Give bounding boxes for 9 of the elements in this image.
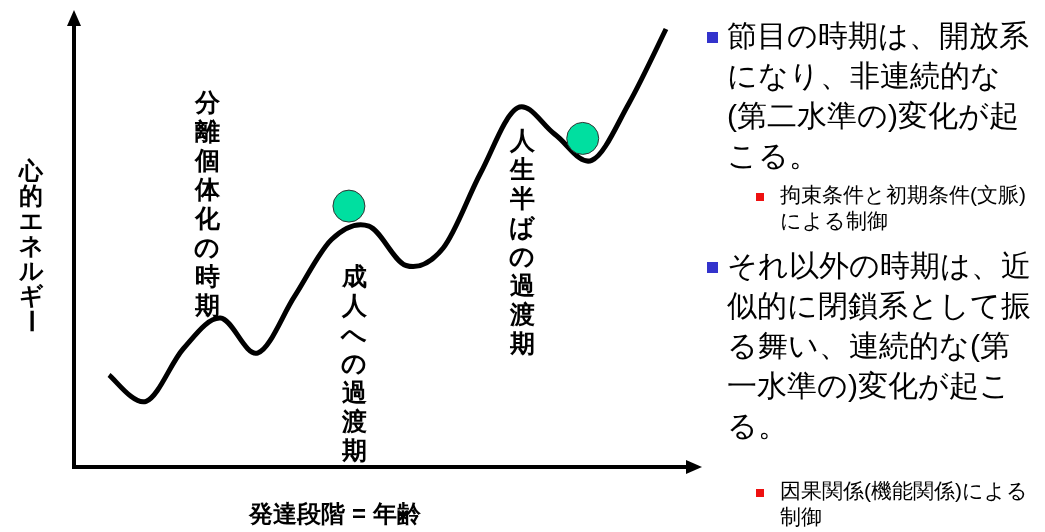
text: 節目の時期は、開放系になり、非連続的な(第二水準の)変化が起こる。 <box>727 18 1030 174</box>
text: 因果関係(機能関係)による制御 <box>780 478 1029 530</box>
annotation: 分離個体化の時期 <box>193 88 221 320</box>
y-axis-title: 心的エネルギー <box>16 157 46 335</box>
text: それ以外の時期は、近似的に閉鎖系として振る舞い、連続的な(第一水準の)変化が起こる。 <box>727 248 1032 444</box>
annotation: 成人への過渡期 <box>339 262 368 465</box>
x-axis-title: 発達段階 = 年齢 <box>247 499 422 529</box>
annotation: 人生半ばの過渡期 <box>508 126 536 358</box>
text: 拘束条件と初期条件(文脈)による制御 <box>780 182 1027 234</box>
